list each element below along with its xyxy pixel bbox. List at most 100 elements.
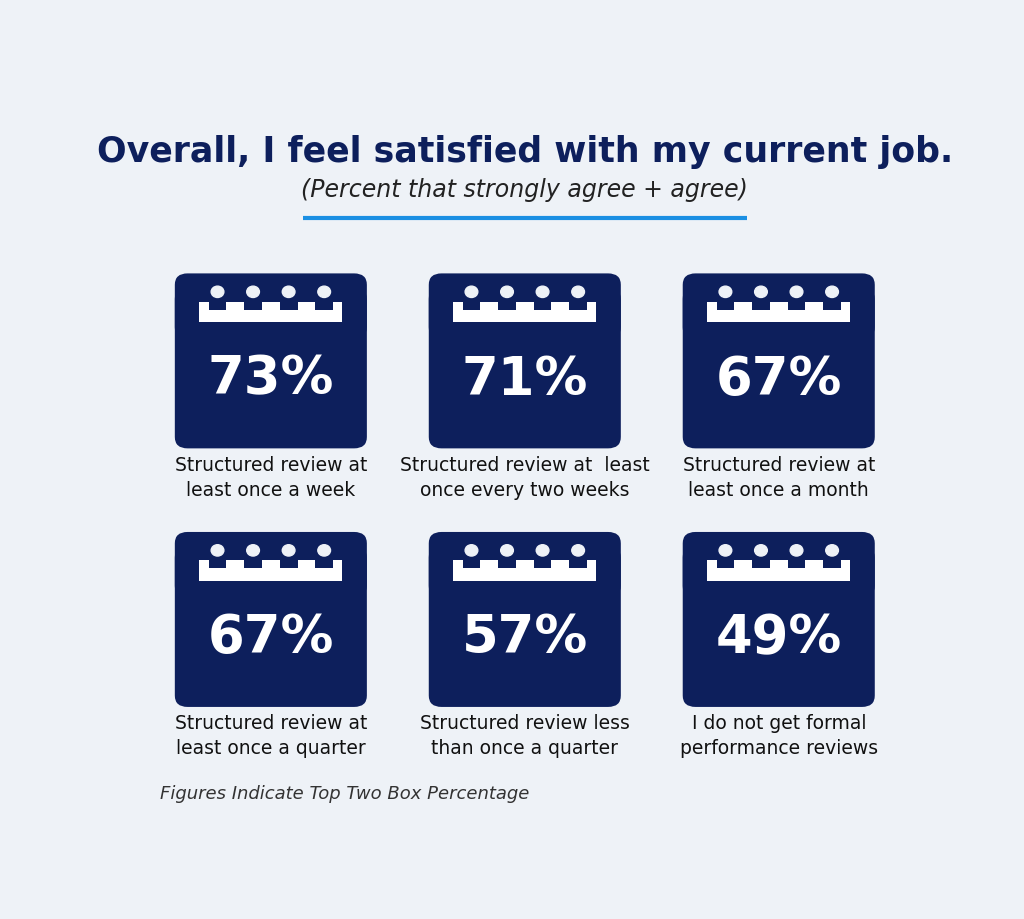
Bar — [315, 292, 333, 311]
Circle shape — [501, 545, 513, 556]
Circle shape — [791, 545, 803, 556]
FancyBboxPatch shape — [683, 274, 874, 339]
Text: Structured review at
least once a quarter: Structured review at least once a quarte… — [175, 713, 367, 757]
Bar — [708, 561, 850, 582]
Bar — [209, 550, 226, 569]
FancyBboxPatch shape — [444, 558, 605, 583]
FancyBboxPatch shape — [175, 532, 367, 597]
Circle shape — [317, 287, 331, 298]
Text: 73%: 73% — [208, 353, 334, 405]
Text: (Percent that strongly agree + agree): (Percent that strongly agree + agree) — [301, 177, 749, 201]
Circle shape — [825, 545, 839, 556]
Circle shape — [465, 545, 478, 556]
Circle shape — [537, 287, 549, 298]
Circle shape — [825, 287, 839, 298]
FancyBboxPatch shape — [444, 300, 605, 324]
Text: Structured review less
than once a quarter: Structured review less than once a quart… — [420, 713, 630, 757]
Bar — [280, 550, 298, 569]
FancyBboxPatch shape — [683, 532, 874, 597]
Circle shape — [785, 541, 808, 561]
Circle shape — [313, 282, 335, 302]
Circle shape — [461, 282, 482, 302]
Bar — [717, 292, 734, 311]
Circle shape — [207, 282, 228, 302]
Circle shape — [719, 287, 732, 298]
FancyBboxPatch shape — [683, 289, 874, 448]
Text: Overall, I feel satisfied with my current job.: Overall, I feel satisfied with my curren… — [96, 135, 953, 169]
Circle shape — [537, 545, 549, 556]
Bar — [463, 550, 480, 569]
Bar — [200, 561, 342, 582]
Bar — [823, 550, 841, 569]
Circle shape — [207, 541, 228, 561]
Bar — [569, 550, 587, 569]
FancyBboxPatch shape — [175, 274, 367, 339]
Text: 71%: 71% — [462, 353, 588, 405]
Text: I do not get formal
performance reviews: I do not get formal performance reviews — [680, 713, 878, 757]
Circle shape — [821, 541, 843, 561]
Bar — [787, 550, 806, 569]
Bar — [200, 302, 342, 323]
Bar — [752, 550, 770, 569]
Circle shape — [461, 541, 482, 561]
Circle shape — [571, 287, 585, 298]
Circle shape — [465, 287, 478, 298]
Circle shape — [567, 541, 589, 561]
Circle shape — [242, 541, 264, 561]
Bar — [244, 292, 262, 311]
Circle shape — [750, 282, 772, 302]
Circle shape — [567, 282, 589, 302]
Bar — [498, 550, 516, 569]
Text: Structured review at
least once a month: Structured review at least once a month — [683, 455, 874, 499]
Circle shape — [283, 287, 295, 298]
Text: Structured review at  least
once every two weeks: Structured review at least once every tw… — [400, 455, 649, 499]
Text: 67%: 67% — [208, 611, 334, 664]
Circle shape — [715, 282, 736, 302]
FancyBboxPatch shape — [429, 274, 621, 339]
Bar — [498, 292, 516, 311]
Circle shape — [501, 287, 513, 298]
FancyBboxPatch shape — [683, 547, 874, 707]
Bar — [454, 302, 596, 323]
FancyBboxPatch shape — [175, 289, 367, 448]
FancyBboxPatch shape — [190, 558, 351, 583]
Circle shape — [247, 287, 259, 298]
Text: 57%: 57% — [462, 611, 588, 664]
Circle shape — [211, 545, 224, 556]
Bar — [534, 550, 552, 569]
FancyBboxPatch shape — [429, 289, 621, 448]
Bar — [454, 561, 596, 582]
Bar — [209, 292, 226, 311]
Circle shape — [531, 282, 554, 302]
FancyBboxPatch shape — [698, 558, 859, 583]
Circle shape — [571, 545, 585, 556]
Circle shape — [313, 541, 335, 561]
Circle shape — [283, 545, 295, 556]
Circle shape — [785, 282, 808, 302]
Bar — [244, 550, 262, 569]
FancyBboxPatch shape — [190, 300, 351, 324]
Circle shape — [496, 541, 518, 561]
Bar — [463, 292, 480, 311]
Bar — [280, 292, 298, 311]
Bar — [315, 550, 333, 569]
Text: 67%: 67% — [716, 353, 842, 405]
Circle shape — [242, 282, 264, 302]
FancyBboxPatch shape — [175, 547, 367, 707]
Circle shape — [791, 287, 803, 298]
Circle shape — [278, 282, 300, 302]
Bar — [717, 550, 734, 569]
Circle shape — [755, 545, 767, 556]
FancyBboxPatch shape — [429, 547, 621, 707]
Circle shape — [719, 545, 732, 556]
Circle shape — [211, 287, 224, 298]
Circle shape — [715, 541, 736, 561]
Bar — [534, 292, 552, 311]
Bar — [787, 292, 806, 311]
Bar — [823, 292, 841, 311]
Text: Structured review at
least once a week: Structured review at least once a week — [175, 455, 367, 499]
Bar — [708, 302, 850, 323]
Circle shape — [531, 541, 554, 561]
FancyBboxPatch shape — [698, 300, 859, 324]
Bar — [569, 292, 587, 311]
